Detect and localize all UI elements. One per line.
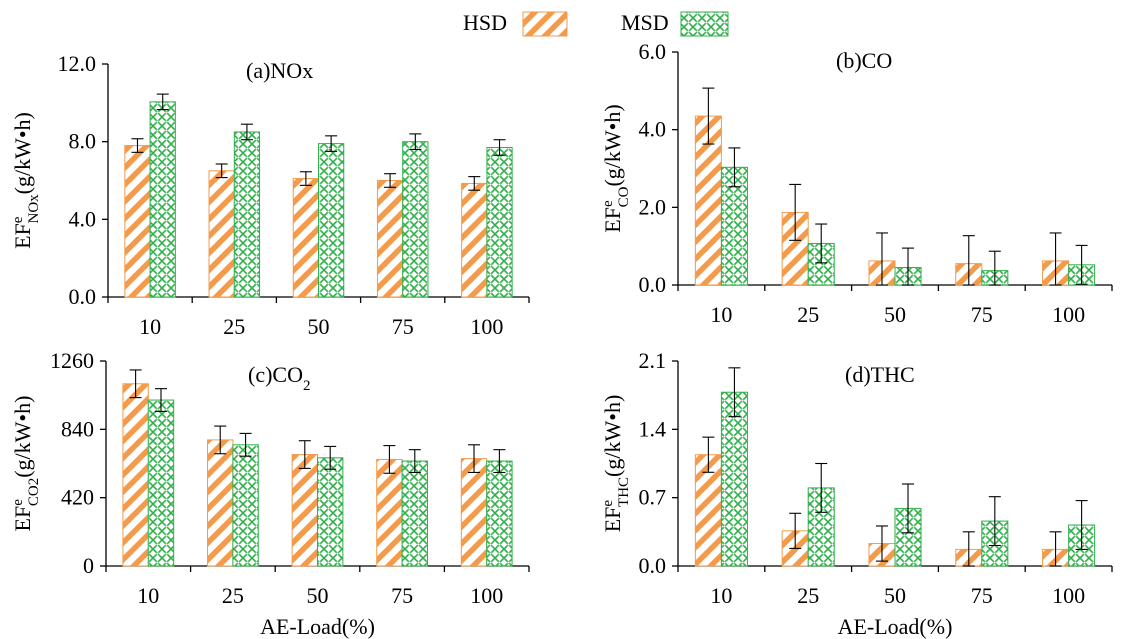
- bar-hsd-75: [376, 458, 403, 567]
- y-axis-label: EFeTHC(g/kW•h): [600, 395, 632, 533]
- bar-hsd-10: [124, 145, 151, 298]
- bar-hsd-50: [292, 178, 319, 298]
- y-tick-label: 840: [61, 416, 94, 441]
- x-tick-label: 75: [391, 583, 413, 608]
- y-tick-label: 2.0: [639, 194, 667, 219]
- bar-hsd-50: [291, 454, 318, 567]
- legend-label-msd: MSD: [621, 10, 669, 35]
- legend-swatch-msd: [680, 11, 729, 37]
- bar-msd-25: [233, 131, 261, 298]
- legend-label-hsd: HSD: [463, 10, 507, 35]
- x-tick-label: 50: [308, 314, 330, 339]
- y-tick-label: 1.4: [639, 416, 667, 441]
- bar-hsd-100: [461, 182, 488, 298]
- x-tick-label: 100: [470, 314, 503, 339]
- bar-hsd-25: [207, 439, 234, 567]
- x-tick-label: 25: [223, 314, 245, 339]
- x-tick-label: 10: [710, 583, 732, 608]
- x-tick-label: 50: [884, 302, 906, 327]
- chart-title: (b)CO: [836, 48, 892, 73]
- x-tick-label: 25: [222, 583, 244, 608]
- y-tick-label: 0: [83, 553, 94, 578]
- bar-hsd-10: [122, 383, 149, 567]
- x-tick-label: 50: [307, 583, 329, 608]
- x-tick-label: 100: [1052, 583, 1085, 608]
- legend-swatch-hsd: [522, 11, 568, 37]
- y-tick-label: 0.0: [639, 272, 667, 297]
- x-tick-label: 75: [392, 314, 414, 339]
- x-tick-label: 100: [470, 583, 503, 608]
- bar-msd-10: [147, 399, 175, 567]
- x-tick-label: 25: [797, 583, 819, 608]
- x-axis-label: AE-Load(%): [838, 614, 953, 639]
- x-tick-label: 50: [884, 583, 906, 608]
- y-tick-label: 4.0: [69, 206, 97, 231]
- x-axis-label: AE-Load(%): [260, 614, 375, 639]
- bar-hsd-25: [208, 170, 235, 298]
- x-tick-label: 100: [1052, 302, 1085, 327]
- bar-msd-25: [232, 444, 259, 567]
- chart-title: (d)THC: [845, 362, 915, 387]
- chart-title: (a)NOx: [246, 58, 313, 83]
- y-tick-label: 0.0: [639, 553, 667, 578]
- bar-msd-75: [402, 141, 429, 298]
- y-tick-label: 12.0: [58, 51, 97, 76]
- y-tick-label: 1260: [50, 348, 94, 373]
- bar-hsd-10: [694, 454, 722, 567]
- x-tick-label: 10: [137, 583, 159, 608]
- bar-msd-50: [317, 457, 344, 567]
- x-tick-label: 10: [139, 314, 161, 339]
- chart-panel-2: 0.0 2.0 4.0 6.0 10 25 50 75 100 (b)CO EFeCO(g/kW•h…: [600, 39, 1113, 327]
- bar-msd-10: [149, 101, 176, 298]
- y-axis-label: EFeCO2(g/kW•h): [10, 396, 42, 532]
- chart-panel-3: 0 420 840 1260 10 25 50 75 100 (c)CO2 EFeCO2(g/kW•…: [10, 348, 530, 639]
- chart-title: (c)CO2: [248, 362, 310, 394]
- y-axis-label: EFeNOx(g/kW•h): [10, 112, 42, 249]
- chart-panel-4: 0.0 0.7 1.4 2.1 10 25 50 75 100 (d)THC EFeTHC(g/kW…: [600, 348, 1113, 639]
- bar-hsd-75: [376, 180, 404, 298]
- x-tick-label: 10: [710, 302, 732, 327]
- bar-msd-100: [486, 146, 513, 298]
- x-tick-label: 75: [971, 583, 993, 608]
- x-tick-label: 75: [971, 302, 993, 327]
- y-tick-label: 420: [61, 485, 94, 510]
- x-tick-label: 25: [797, 302, 819, 327]
- y-tick-label: 4.0: [639, 117, 667, 142]
- bar-msd-50: [318, 143, 345, 298]
- chart-panel-1: 0.0 4.0 8.0 12.0 10 25 50 75 100 (a)NOx EFeNOx(g/k…: [10, 51, 530, 339]
- bar-msd-10: [720, 391, 748, 567]
- legend: HSD MSD: [463, 10, 729, 37]
- bar-msd-75: [401, 460, 428, 567]
- bar-hsd-100: [460, 458, 488, 567]
- y-tick-label: 8.0: [69, 129, 97, 154]
- y-tick-label: 2.1: [639, 348, 667, 373]
- y-tick-label: 0.0: [69, 284, 97, 309]
- y-axis-label: EFeCO(g/kW•h): [600, 104, 632, 232]
- y-tick-label: 0.7: [639, 485, 667, 510]
- y-tick-label: 6.0: [639, 39, 667, 64]
- bar-msd-100: [486, 460, 513, 567]
